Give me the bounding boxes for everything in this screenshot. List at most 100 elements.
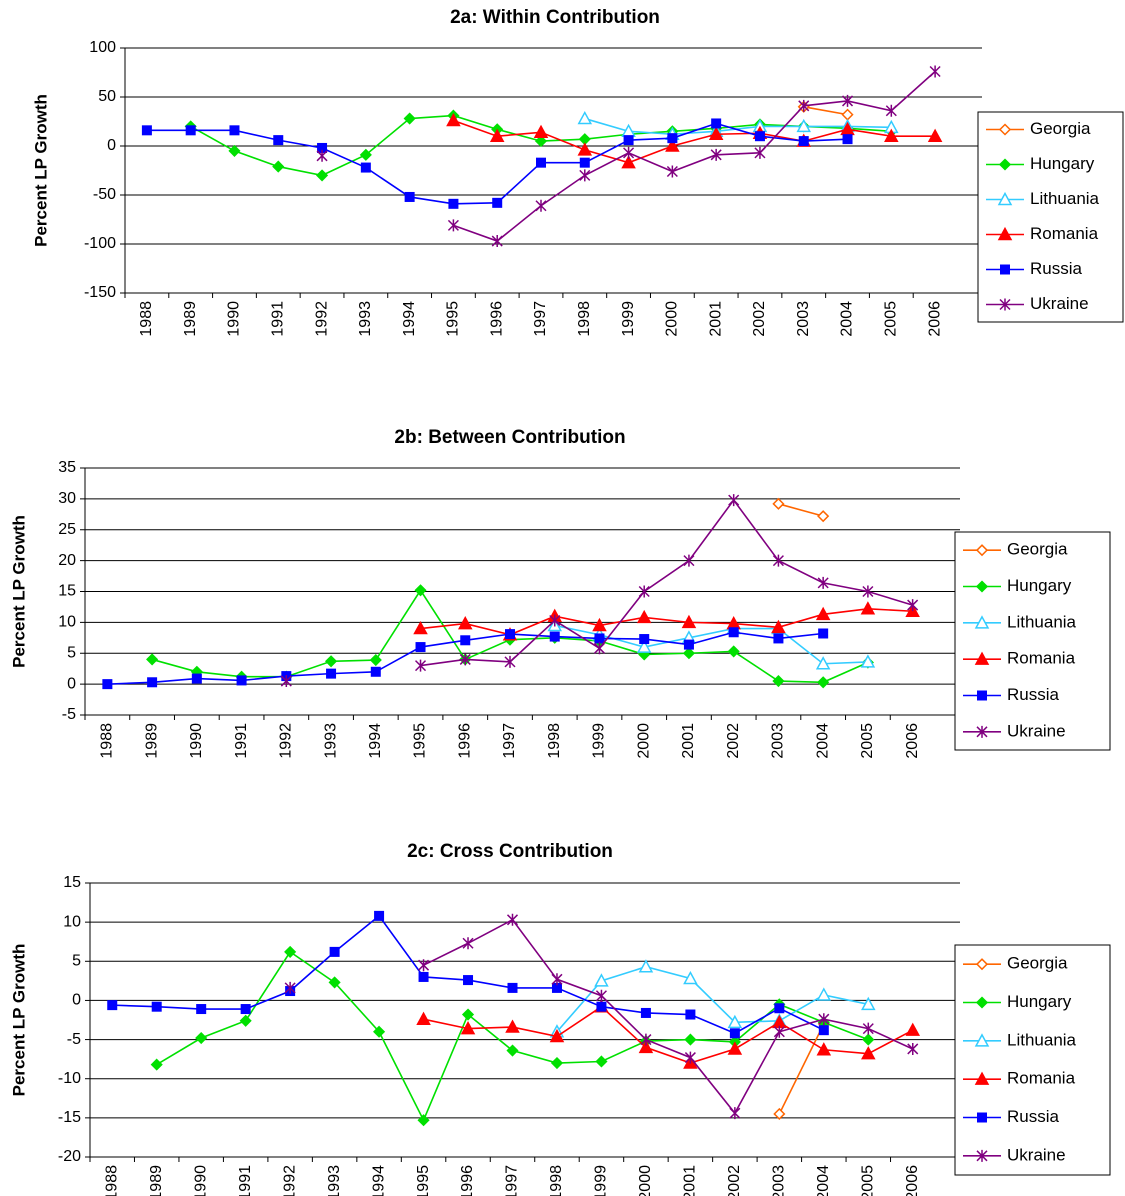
legend-marker xyxy=(974,615,990,629)
marker xyxy=(447,219,459,232)
marker xyxy=(359,148,372,161)
legend-label: Lithuania xyxy=(1007,1030,1077,1049)
x-tick-label: 2004 xyxy=(814,723,831,759)
marker xyxy=(621,155,636,169)
marker xyxy=(727,645,740,658)
marker xyxy=(927,128,943,142)
marker xyxy=(905,1022,921,1036)
x-tick-label: 1994 xyxy=(370,1165,387,1196)
y-tick-label: -5 xyxy=(62,706,76,723)
legend-marker xyxy=(976,1149,988,1162)
marker xyxy=(505,1019,520,1033)
marker xyxy=(549,1028,565,1043)
x-tick-label: 1994 xyxy=(401,301,418,337)
legend-label: Lithuania xyxy=(1030,189,1100,208)
y-tick-label: 0 xyxy=(72,992,81,1009)
legend-label: Georgia xyxy=(1007,954,1068,973)
marker xyxy=(535,199,547,212)
marker xyxy=(551,973,563,986)
marker xyxy=(773,633,784,644)
marker xyxy=(684,1033,697,1046)
y-tick-label: 15 xyxy=(58,583,76,600)
marker xyxy=(462,937,474,950)
marker xyxy=(579,157,590,168)
chart-title: 2a: Within Contribution xyxy=(450,7,660,28)
y-tick-label: -50 xyxy=(93,186,116,203)
marker xyxy=(228,144,241,157)
marker xyxy=(328,976,341,989)
legend-label: Ukraine xyxy=(1030,294,1089,313)
marker xyxy=(404,191,415,202)
y-tick-label: 0 xyxy=(67,675,76,692)
x-tick-label: 2001 xyxy=(680,723,697,759)
marker xyxy=(772,674,785,688)
marker xyxy=(929,65,941,78)
legend-label: Hungary xyxy=(1030,154,1095,173)
legend-box xyxy=(954,531,1111,751)
marker xyxy=(815,606,831,621)
marker xyxy=(504,655,516,668)
x-tick-label: 1996 xyxy=(459,1165,476,1196)
marker xyxy=(370,666,381,677)
marker xyxy=(861,996,876,1011)
y-tick-label: 25 xyxy=(58,521,76,538)
y-tick-label: 10 xyxy=(63,913,81,930)
marker xyxy=(594,633,605,644)
x-tick-label: 1998 xyxy=(546,723,563,759)
x-tick-label: 2005 xyxy=(859,723,876,759)
marker xyxy=(594,973,609,987)
x-tick-label: 1992 xyxy=(313,301,330,337)
x-tick-label: 1997 xyxy=(501,723,518,759)
marker xyxy=(416,1011,431,1025)
marker xyxy=(284,981,296,994)
legend-label: Hungary xyxy=(1007,992,1072,1011)
legend-marker xyxy=(977,690,987,701)
y-axis-title: Percent LP Growth xyxy=(9,515,28,668)
marker xyxy=(907,599,919,612)
chart-title: 2c: Cross Contribution xyxy=(407,841,613,862)
y-tick-label: 20 xyxy=(58,552,76,569)
marker xyxy=(623,135,634,146)
marker xyxy=(446,112,461,127)
x-tick-label: 2006 xyxy=(904,1165,921,1196)
series-line xyxy=(556,965,869,1033)
marker xyxy=(773,1025,785,1038)
series-line xyxy=(156,950,869,1123)
marker xyxy=(907,1042,919,1055)
x-tick-label: 2000 xyxy=(664,301,681,337)
marker xyxy=(772,554,784,567)
y-axis-title: Percent LP Growth xyxy=(9,944,28,1097)
marker xyxy=(861,1046,876,1060)
marker xyxy=(683,639,694,650)
chart-title: 2b: Between Contribution xyxy=(394,427,625,448)
x-tick-label: 2001 xyxy=(682,1165,699,1196)
marker xyxy=(796,118,812,133)
marker xyxy=(638,585,650,598)
legend-box xyxy=(954,944,1111,1176)
x-tick-label: 1998 xyxy=(548,1165,565,1196)
legend-label: Lithuania xyxy=(1007,612,1077,631)
legend-marker xyxy=(974,651,990,665)
x-tick-label: 1995 xyxy=(415,1165,432,1196)
marker xyxy=(817,676,830,689)
y-tick-label: -10 xyxy=(58,1070,81,1087)
x-tick-label: 2002 xyxy=(725,723,742,759)
marker xyxy=(684,1051,696,1064)
legend-label: Russia xyxy=(1007,685,1060,704)
x-tick-label: 1998 xyxy=(576,301,593,337)
marker xyxy=(146,653,159,666)
marker xyxy=(860,654,876,668)
x-tick-label: 1993 xyxy=(326,1165,343,1196)
x-tick-label: 1999 xyxy=(620,301,637,337)
series-line xyxy=(423,918,914,1115)
marker xyxy=(727,1041,743,1055)
x-tick-label: 2002 xyxy=(751,301,768,337)
x-tick-label: 1990 xyxy=(188,723,205,759)
marker xyxy=(506,1044,519,1057)
x-tick-label: 1991 xyxy=(237,1165,254,1196)
marker xyxy=(280,675,292,688)
legend-marker xyxy=(974,1033,990,1047)
x-tick-label: 2006 xyxy=(904,723,921,759)
x-tick-label: 1999 xyxy=(591,723,608,759)
x-tick-label: 1992 xyxy=(281,1165,298,1196)
